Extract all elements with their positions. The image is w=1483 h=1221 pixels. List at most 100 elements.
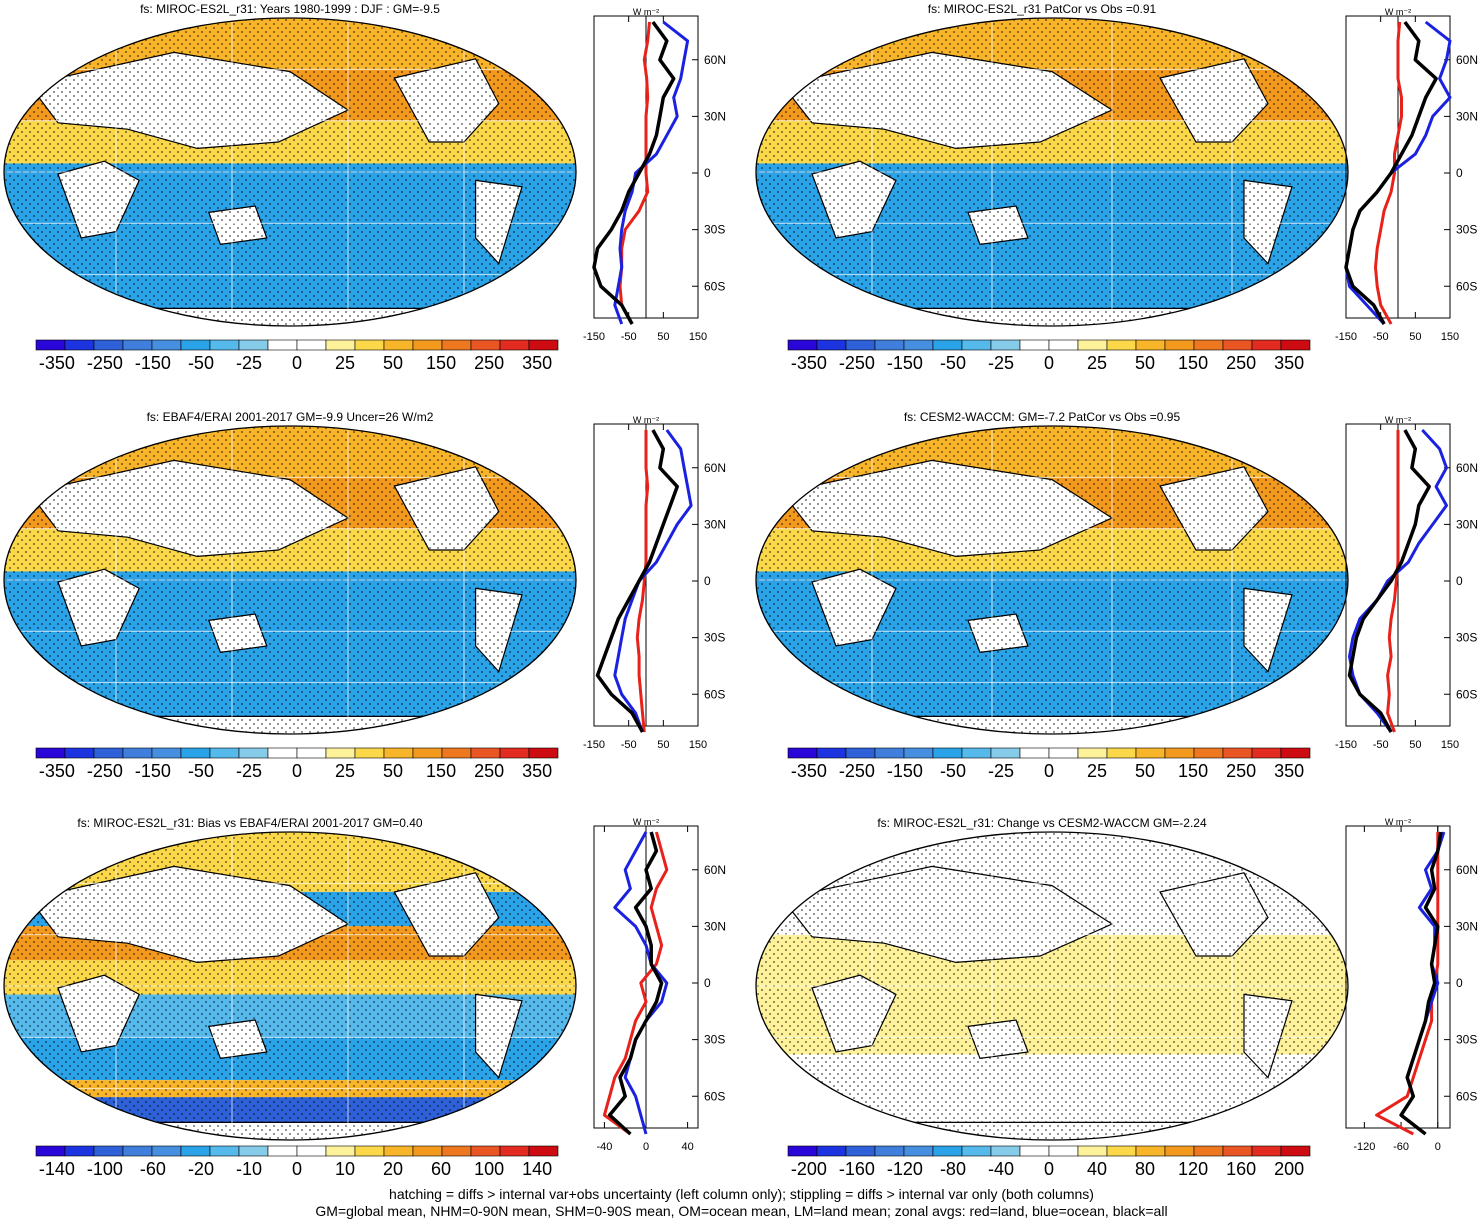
zonal-mean-plot: W m⁻² 60N 30N 0 30S 60S -150 -50 50 150 [1335, 7, 1478, 343]
unit-label: W m⁻² [1385, 817, 1411, 827]
colorbar-label: 0 [1044, 761, 1054, 781]
zonal-mean-plot: W m⁻² 60N 30N 0 30S 60S -150 -50 50 150 [583, 415, 726, 751]
colorbar-swatch [354, 339, 385, 351]
map-fill [756, 426, 1348, 734]
colorbar-label: -150 [135, 353, 171, 373]
colorbar-label: 250 [474, 761, 504, 781]
lat-label: 0 [704, 166, 711, 180]
colorbar-swatch [1135, 747, 1166, 759]
colorbar-label: 140 [522, 1159, 552, 1179]
x-tick-label: 150 [689, 739, 707, 751]
colorbar-swatch [1280, 1145, 1311, 1157]
lat-label: 0 [1456, 166, 1463, 180]
footer-note-hatching: hatching = diffs > internal var+obs unce… [389, 1186, 1094, 1202]
zonal-series-line [1374, 21, 1403, 325]
x-tick-label: 150 [1441, 739, 1459, 751]
zonal-series-line [613, 831, 669, 1135]
colorbar-label: -350 [39, 761, 75, 781]
colorbar-swatch [1280, 339, 1311, 351]
colorbar-swatch [874, 339, 905, 351]
zonal-frame [1345, 825, 1451, 1129]
colorbar-swatch [238, 747, 269, 759]
colorbar-swatch [267, 339, 298, 351]
x-tick-label: 50 [1409, 331, 1421, 343]
unit-label: W m⁻² [633, 415, 659, 425]
colorbar-swatch [1251, 1145, 1282, 1157]
colorbar-swatch [470, 1145, 501, 1157]
colorbar-swatch [412, 747, 443, 759]
map-fill [756, 18, 1348, 326]
colorbar-swatch [787, 747, 818, 759]
colorbar-swatch [990, 747, 1021, 759]
colorbar-swatch [1019, 747, 1050, 759]
colorbar: -140 -100 -60 -20 -10 0 10 20 60 100 140 [35, 1145, 559, 1179]
colorbar-label: -50 [188, 353, 214, 373]
colorbar: -350 -250 -150 -50 -25 0 25 50 150 250 350 [787, 747, 1311, 781]
zonal-series-line [595, 429, 679, 733]
colorbar-label: 25 [1087, 761, 1107, 781]
colorbar-label: 160 [1226, 1159, 1256, 1179]
zonal-series-line [613, 20, 690, 325]
colorbar-label: -25 [236, 353, 262, 373]
colorbar-swatch [1222, 1145, 1253, 1157]
zonal-series-line [1399, 831, 1443, 1136]
x-tick-label: -60 [1393, 1141, 1409, 1153]
map-title: fs: MIROC-ES2L_r31: Bias vs EBAF4/ERAI 2… [77, 816, 423, 830]
x-tick-label: 150 [1441, 331, 1459, 343]
colorbar-label: -250 [839, 761, 875, 781]
colorbar-swatch [1077, 747, 1108, 759]
world-map [755, 831, 1349, 1141]
lat-label: 30N [704, 517, 726, 531]
colorbar-swatch [961, 339, 992, 351]
colorbar-swatch [1193, 1145, 1224, 1157]
colorbar-swatch [499, 747, 530, 759]
colorbar-swatch [325, 747, 356, 759]
colorbar-swatch [1251, 747, 1282, 759]
colorbar-swatch [1048, 1145, 1079, 1157]
lat-label: 60N [704, 461, 726, 475]
x-tick-label: 0 [1435, 1141, 1441, 1153]
colorbar-swatch [903, 1145, 934, 1157]
colorbar-label: 150 [426, 353, 456, 373]
colorbar-swatch [1280, 747, 1311, 759]
colorbar-swatch [1048, 747, 1079, 759]
colorbar-swatch [267, 747, 298, 759]
colorbar-label: 350 [522, 761, 552, 781]
colorbar-swatch [874, 1145, 905, 1157]
colorbar-swatch [122, 1145, 153, 1157]
colorbar-label: -10 [236, 1159, 262, 1179]
colorbar-swatch [209, 1145, 240, 1157]
panel-5: fs: MIROC-ES2L_r31: Bias vs EBAF4/ERAI 2… [0, 816, 742, 1186]
colorbar-swatch [383, 1145, 414, 1157]
colorbar-label: 200 [1274, 1159, 1304, 1179]
colorbar-swatch [1251, 339, 1282, 351]
colorbar-label: -250 [839, 353, 875, 373]
colorbar: -200 -160 -120 -80 -40 0 40 80 120 160 200 [787, 1145, 1311, 1179]
colorbar: -350 -250 -150 -50 -25 0 25 50 150 250 350 [35, 339, 559, 373]
x-tick-label: -150 [1335, 331, 1357, 343]
x-tick-label: -120 [1353, 1141, 1375, 1153]
x-tick-label: -150 [1335, 739, 1357, 751]
colorbar: -350 -250 -150 -50 -25 0 25 50 150 250 350 [787, 339, 1311, 373]
map-outline [755, 17, 1349, 327]
colorbar-label: 40 [1087, 1159, 1107, 1179]
lat-label: 30N [1456, 517, 1478, 531]
colorbar-label: 25 [335, 353, 355, 373]
colorbar-label: -60 [140, 1159, 166, 1179]
lat-label: 60N [1456, 53, 1478, 67]
colorbar-swatch [354, 747, 385, 759]
zonal-series-line [1344, 20, 1438, 325]
map-title: fs: EBAF4/ERAI 2001-2017 GM=-9.9 Uncer=2… [146, 410, 434, 424]
colorbar-label: 0 [292, 1159, 302, 1179]
colorbar-swatch [1164, 1145, 1195, 1157]
colorbar-label: 80 [1135, 1159, 1155, 1179]
zonal-mean-plot: W m⁻² 60N 30N 0 30S 60S -150 -50 50 150 [583, 7, 726, 343]
colorbar-swatch [209, 339, 240, 351]
lat-label: 30S [1456, 631, 1477, 645]
colorbar-label: 50 [1135, 761, 1155, 781]
map-title: fs: MIROC-ES2L_r31: Change vs CESM2-WACC… [877, 816, 1207, 830]
x-tick-label: -50 [1373, 739, 1389, 751]
colorbar-swatch [1193, 339, 1224, 351]
colorbar-label: 60 [431, 1159, 451, 1179]
zonal-series-line [1386, 430, 1400, 733]
